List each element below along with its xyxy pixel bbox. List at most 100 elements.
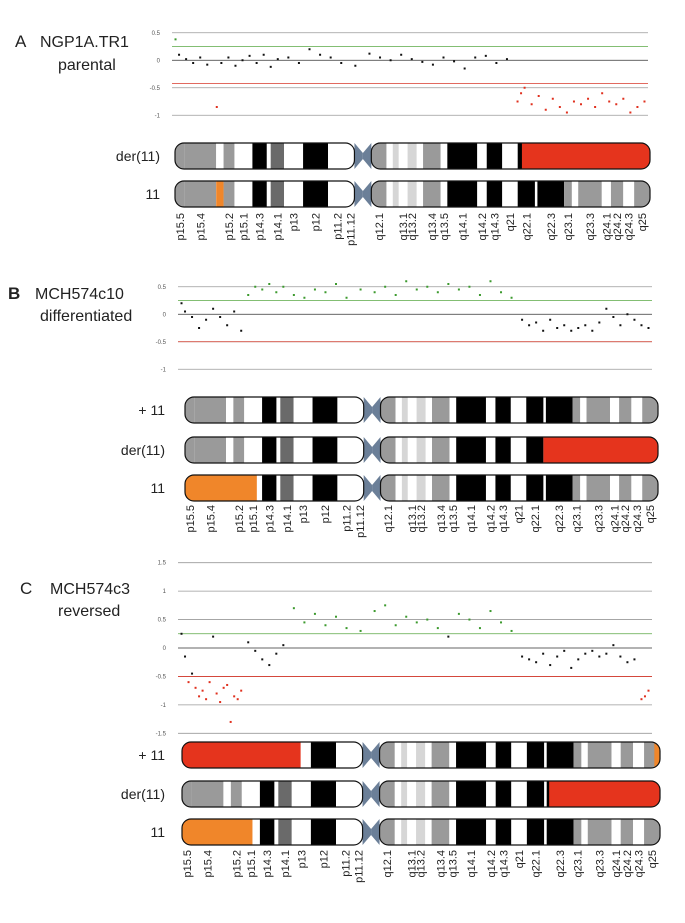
band-label: q13.1 [407, 505, 419, 533]
band [346, 143, 355, 169]
data-point [556, 327, 559, 329]
data-point [297, 62, 300, 64]
chromosome-outline [379, 396, 659, 424]
band [425, 742, 432, 768]
band-label: q24.3 [624, 213, 636, 241]
data-point [247, 294, 250, 296]
centromere [362, 143, 372, 169]
data-point [447, 283, 450, 285]
data-point [591, 329, 594, 332]
data-point [605, 652, 608, 655]
band-label: p15.4 [205, 505, 217, 533]
band [191, 781, 224, 807]
band [432, 397, 450, 423]
data-point [201, 689, 204, 692]
band [386, 143, 393, 169]
data-point [457, 288, 460, 291]
data-point [384, 285, 387, 288]
band [394, 742, 402, 768]
y-tick-label: 0 [163, 646, 167, 652]
data-point [292, 607, 295, 610]
chromosome-outline [181, 741, 364, 769]
band [185, 397, 195, 423]
band [423, 143, 441, 169]
band [184, 181, 217, 207]
band-label: p14.1 [280, 850, 292, 878]
band [280, 397, 294, 423]
chromosome-outline [370, 180, 651, 208]
data-point [636, 106, 639, 108]
data-point [478, 627, 481, 630]
data-point [463, 67, 466, 70]
band [449, 397, 457, 423]
segment [216, 181, 224, 207]
panel-title: reversed [58, 603, 120, 620]
band-label: q22.3 [554, 505, 566, 533]
band-label: p12 [320, 505, 332, 523]
band [182, 781, 192, 807]
band [611, 819, 621, 845]
y-tick-label: 0 [163, 312, 167, 318]
data-point [345, 627, 348, 630]
data-point [436, 627, 439, 630]
band-label: q24.2 [622, 850, 634, 878]
band [416, 475, 426, 501]
band [642, 475, 658, 501]
band [486, 143, 503, 169]
data-point [384, 604, 387, 607]
band-label: q14.1 [466, 850, 478, 878]
band-label: p11.2 [342, 505, 354, 532]
band [293, 475, 313, 501]
band [545, 397, 573, 423]
band [545, 475, 573, 501]
y-tick-label: -0.5 [156, 340, 167, 346]
band-label: p11.12 [354, 850, 366, 883]
data-point [180, 632, 183, 635]
band-label: q23.1 [571, 505, 583, 533]
data-point [633, 658, 636, 661]
data-point [521, 655, 524, 658]
band [259, 819, 275, 845]
data-point [248, 54, 251, 57]
data-point [426, 285, 429, 288]
band [223, 143, 235, 169]
chromosome-outline [184, 436, 365, 464]
band [526, 742, 545, 768]
band [407, 437, 417, 463]
data-point [180, 302, 183, 305]
centromere [363, 437, 373, 463]
band [510, 437, 527, 463]
data-point [275, 291, 278, 294]
data-point [187, 681, 190, 684]
band [477, 181, 487, 207]
band [234, 143, 253, 169]
band [572, 475, 581, 501]
band-label: q12.1 [383, 505, 395, 533]
band [425, 781, 432, 807]
band [631, 397, 643, 423]
data-point [478, 294, 481, 296]
band [303, 143, 329, 169]
band-label: q25 [637, 213, 649, 231]
data-point [198, 327, 201, 329]
data-point [426, 618, 429, 621]
band-label: p14.3 [255, 213, 267, 241]
band [234, 181, 253, 207]
band-label: q14.1 [457, 213, 469, 241]
band-label: q23.1 [573, 850, 585, 878]
band [336, 781, 355, 807]
band [495, 397, 511, 423]
band [432, 475, 450, 501]
data-point [287, 56, 290, 59]
data-point [255, 62, 258, 64]
centromere [362, 781, 372, 807]
data-point [303, 621, 306, 624]
data-point [194, 686, 197, 689]
chromosome-outline [378, 741, 661, 769]
band [431, 781, 450, 807]
chromosome-outline [378, 780, 661, 808]
band [581, 742, 588, 768]
band [633, 742, 645, 768]
band [581, 819, 588, 845]
band [312, 397, 338, 423]
